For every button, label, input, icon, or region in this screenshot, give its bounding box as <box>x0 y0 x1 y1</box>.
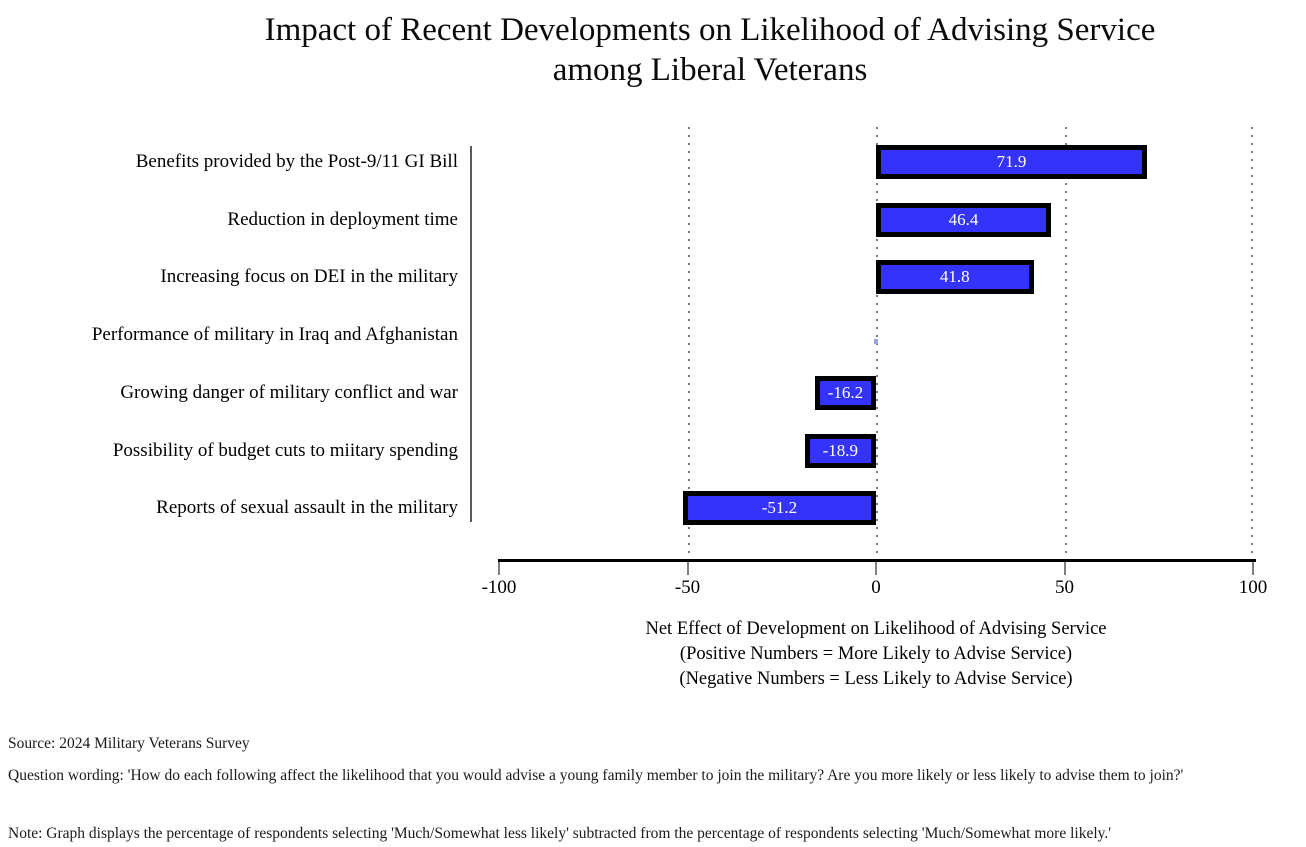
bar-value-label: 46.4 <box>948 209 979 229</box>
x-tick-label: -50 <box>674 577 701 598</box>
bar-value-label: -51.2 <box>761 498 798 518</box>
category-label: Reports of sexual assault in the militar… <box>156 497 458 519</box>
bar: 46.4 <box>876 202 1051 237</box>
footer-question: Question wording: 'How do each following… <box>8 767 1184 784</box>
chart-title-line-1: Impact of Recent Developments on Likelih… <box>264 12 1156 48</box>
bar: -51.2 <box>682 491 876 526</box>
category-label: Performance of military in Iraq and Afgh… <box>91 324 458 346</box>
x-tick <box>1063 562 1066 575</box>
x-tick <box>498 562 500 575</box>
x-axis-title-line-1: Net Effect of Development on Likelihood … <box>645 619 1107 639</box>
category-label: Benefits provided by the Post-9/11 GI Bi… <box>135 151 458 172</box>
category-labels: Benefits provided by the Post-9/11 GI Bi… <box>0 127 460 560</box>
category-label: Growing danger of military conflict and … <box>120 381 458 403</box>
x-axis-title-line-3: (Negative Numbers = Less Likely to Advis… <box>679 669 1073 689</box>
bar: -16.2 <box>814 375 876 410</box>
bar-value-label: 71.9 <box>996 152 1027 171</box>
bar-value-label: -18.9 <box>822 440 859 460</box>
x-tick-label: 50 <box>1055 577 1074 598</box>
category-label: Increasing focus on DEI in the military <box>160 266 458 288</box>
bar-value-label: 41.8 <box>939 267 970 287</box>
x-tick <box>1252 562 1254 575</box>
gridline <box>1251 127 1253 560</box>
zero-value-marker <box>874 339 878 345</box>
chart-title: Impact of Recent Developments on Likelih… <box>110 10 1306 90</box>
x-tick <box>875 562 877 575</box>
x-axis-title-line-2: (Positive Numbers = More Likely to Advis… <box>679 644 1073 664</box>
x-tick-label: -100 <box>481 577 517 598</box>
x-tick-label: 0 <box>871 577 881 598</box>
bar-value-label: -16.2 <box>827 382 864 402</box>
gridline <box>687 127 690 560</box>
category-label: Reduction in deployment time <box>227 208 458 230</box>
chart-title-line-2: among Liberal Veterans <box>552 52 868 88</box>
x-tick-label: 100 <box>1238 577 1268 598</box>
bar: 71.9 <box>876 145 1148 179</box>
bar: -18.9 <box>804 433 876 468</box>
plot-area: 71.9 46.4 41.8 -16.2 -18.9 -51.2 <box>499 127 1253 560</box>
footer-source: Source: 2024 Military Veterans Survey <box>8 735 250 752</box>
x-axis-line <box>498 559 1256 562</box>
bar: 41.8 <box>876 260 1034 295</box>
category-label: Possibility of budget cuts to miitary sp… <box>112 439 458 461</box>
x-tick <box>686 562 689 575</box>
gridline <box>1064 127 1067 560</box>
x-axis-title: Net Effect of Development on Likelihood … <box>499 617 1253 692</box>
footer-note: Note: Graph displays the percentage of r… <box>8 825 1112 842</box>
y-axis-line <box>470 146 472 522</box>
